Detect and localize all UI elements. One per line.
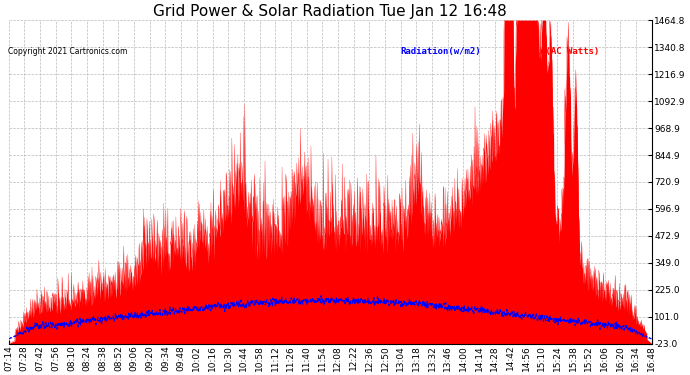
Text: Copyright 2021 Cartronics.com: Copyright 2021 Cartronics.com: [8, 47, 128, 56]
Text: Grid(AC Watts): Grid(AC Watts): [524, 47, 600, 56]
Title: Grid Power & Solar Radiation Tue Jan 12 16:48: Grid Power & Solar Radiation Tue Jan 12 …: [153, 4, 507, 19]
Text: Radiation(w/m2): Radiation(w/m2): [400, 47, 481, 56]
